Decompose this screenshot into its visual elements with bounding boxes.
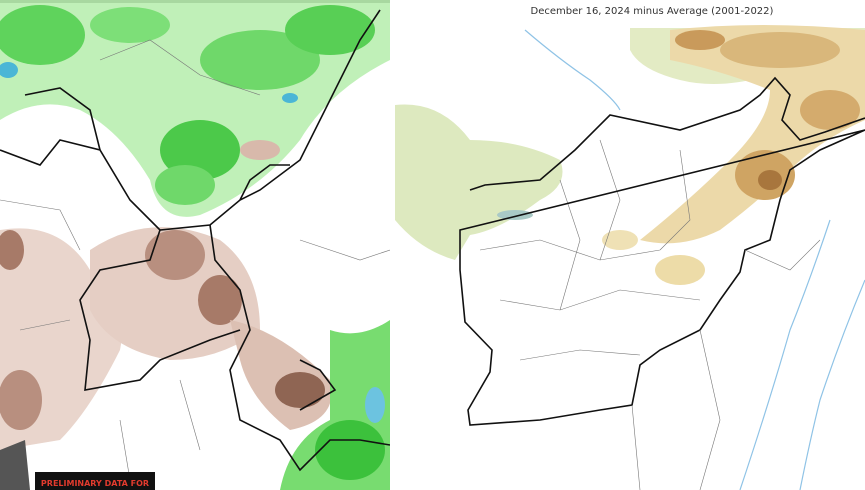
- preliminary-label: PRELIMINARY DATA FOR: [41, 479, 149, 488]
- map-title: December 16, 2024 minus Average (2001-20…: [531, 6, 774, 17]
- label-box: [35, 472, 155, 490]
- left-map: PRELIMINARY DATA FOR: [0, 0, 390, 490]
- right-map: December 16, 2024 minus Average (2001-20…: [395, 0, 865, 490]
